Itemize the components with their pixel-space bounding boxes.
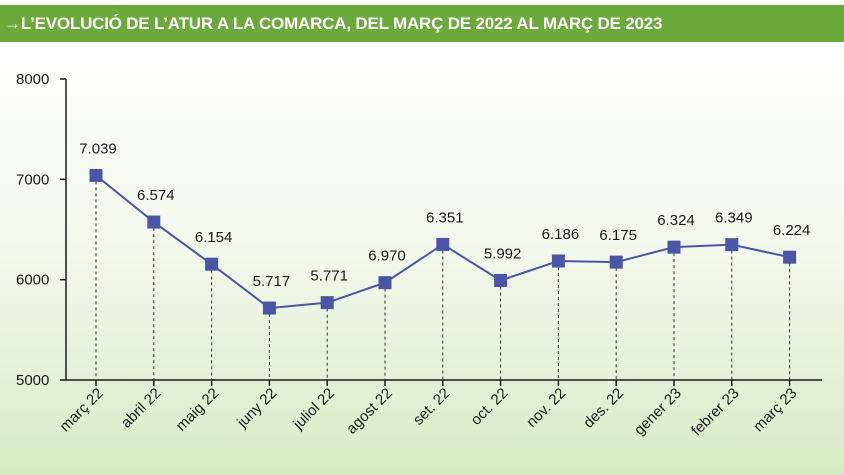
data-label: 6.154 (195, 229, 233, 246)
y-tick-label: 5000 (16, 372, 49, 389)
chart-title: →L’EVOLUCIÓ DE L’ATUR A LA COMARCA, DEL … (4, 14, 663, 34)
arrow-icon: → (4, 14, 21, 33)
x-category-label: febrer 23 (688, 385, 742, 439)
data-label: 6.324 (657, 212, 695, 229)
x-category-label: juliol 22 (289, 385, 338, 434)
x-category-label: oct. 22 (468, 385, 512, 429)
data-point (320, 296, 334, 310)
data-label: 6.970 (368, 248, 406, 265)
data-point (436, 237, 450, 251)
data-label: 6.574 (137, 187, 175, 204)
data-point (725, 238, 739, 252)
x-category-label: agost 22 (343, 385, 396, 438)
x-category-label: gener 23 (631, 385, 685, 439)
data-label: 6.224 (773, 222, 811, 239)
data-label: 6.186 (542, 226, 580, 243)
plot-background (0, 44, 844, 475)
x-category-label: des. 22 (580, 385, 627, 432)
data-point (378, 276, 392, 290)
data-point (551, 254, 565, 268)
data-point (783, 250, 797, 264)
data-point (89, 168, 103, 182)
x-category-label: març 22 (56, 385, 106, 435)
x-category-label: nov. 22 (523, 385, 569, 431)
data-label: 5.992 (484, 245, 522, 262)
x-category-label: abril 22 (118, 385, 165, 432)
y-tick-label: 8000 (16, 71, 49, 88)
data-point (205, 257, 219, 271)
data-point (262, 301, 276, 315)
data-label: 6.349 (715, 210, 753, 227)
y-tick-label: 6000 (16, 272, 49, 289)
x-category-label: juny 22 (233, 385, 280, 432)
x-category-label: març 23 (750, 385, 800, 435)
data-point (147, 215, 161, 229)
data-label: 5.717 (253, 273, 291, 290)
data-point (494, 273, 508, 287)
title-bar: →L’EVOLUCIÓ DE L’ATUR A LA COMARCA, DEL … (0, 5, 844, 42)
data-label: 6.351 (426, 209, 464, 226)
x-category-label: set. 22 (410, 385, 454, 429)
x-category-label: maig 22 (173, 385, 223, 435)
data-label: 7.039 (79, 140, 117, 157)
chart-title-text: L’EVOLUCIÓ DE L’ATUR A LA COMARCA, DEL M… (20, 14, 663, 33)
data-point (609, 255, 623, 269)
data-label: 6.175 (599, 227, 637, 244)
y-tick-label: 7000 (16, 171, 49, 188)
data-point (667, 240, 681, 254)
data-label: 5.771 (310, 268, 348, 285)
